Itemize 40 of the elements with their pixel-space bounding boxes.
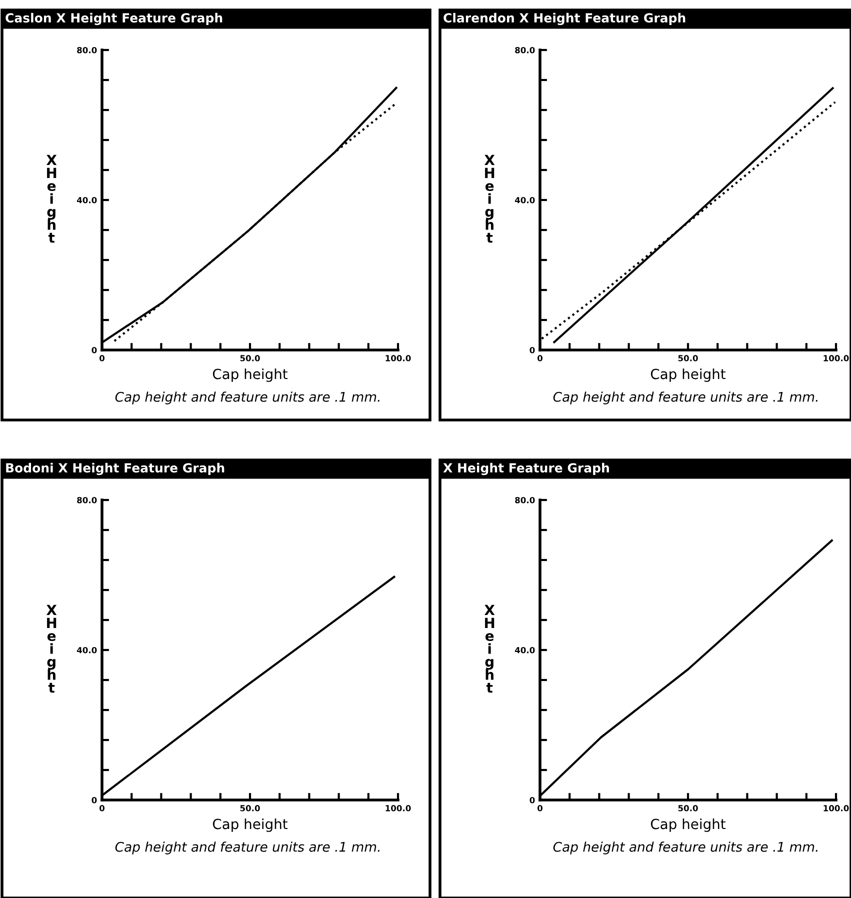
y-tick-label: 0 xyxy=(92,796,97,804)
chart-title: Caslon X Height Feature Graph xyxy=(6,12,222,26)
x-tick-label: 0 xyxy=(100,805,104,812)
text: Cap height and feature units are .1 mm. xyxy=(115,392,380,404)
x-tick-label: 50.0 xyxy=(678,805,698,812)
y-tick-label: 40.0 xyxy=(514,196,535,204)
y-tick-label: 80.0 xyxy=(77,496,97,504)
y-tick-label: 0 xyxy=(530,796,535,804)
x-tick-label: 100.0 xyxy=(824,805,849,812)
y-tick-label: 80.0 xyxy=(515,46,535,54)
y-axis-title: X H e i g h t xyxy=(46,604,57,693)
y-axis-title: X H e i g h t xyxy=(46,154,57,243)
y-tick-label: 40.0 xyxy=(76,196,97,204)
x-tick-label: 50.0 xyxy=(240,805,260,812)
text: Cap height and feature units are .1 mm. xyxy=(553,392,818,404)
y-axis-title: X H e i g h t xyxy=(484,154,495,243)
chart-title: X Height Feature Graph xyxy=(443,462,609,476)
y-tick-label: 80.0 xyxy=(515,496,535,504)
x-tick-label: 50.0 xyxy=(240,355,260,362)
y-axis-title: X H e i g h t xyxy=(484,604,495,693)
text: Cap height and feature units are .1 mm. xyxy=(115,842,380,854)
chart-title: Bodoni X Height Feature Graph xyxy=(6,462,224,476)
chart-title: Clarendon X Height Feature Graph xyxy=(444,12,686,26)
x-tick-label: 0 xyxy=(538,355,542,362)
x-tick-label: 0 xyxy=(538,805,542,812)
y-tick-label: 0 xyxy=(530,346,535,354)
x-tick-label: 0 xyxy=(100,355,104,362)
y-tick-label: 0 xyxy=(92,346,97,354)
x-axis-title: Cap height xyxy=(212,818,288,832)
text: Cap height and feature units are .1 mm. xyxy=(553,842,818,854)
x-tick-label: 100.0 xyxy=(386,805,411,812)
x-tick-label: 100.0 xyxy=(824,355,849,362)
y-tick-label: 40.0 xyxy=(514,646,535,654)
y-tick-label: 40.0 xyxy=(76,646,97,654)
x-axis-title: Cap height xyxy=(650,368,726,382)
x-axis-title: Cap height xyxy=(212,368,288,382)
x-tick-label: 50.0 xyxy=(678,355,698,362)
x-axis-title: Cap height xyxy=(650,818,726,832)
y-tick-label: 80.0 xyxy=(77,46,97,54)
x-tick-label: 100.0 xyxy=(386,355,411,362)
